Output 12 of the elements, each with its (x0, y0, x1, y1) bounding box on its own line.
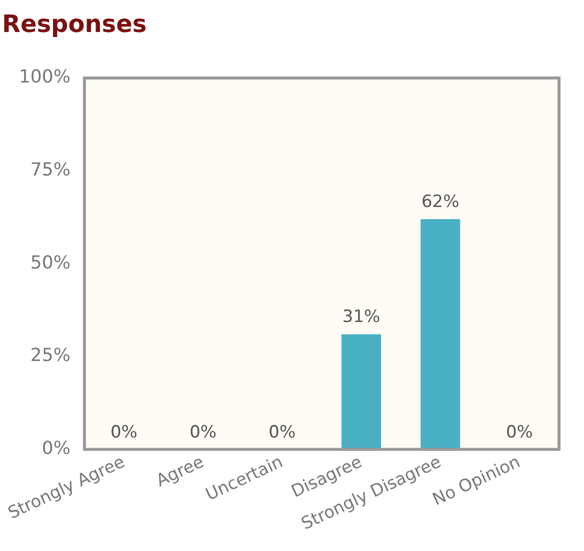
data-label: 0% (110, 422, 138, 442)
data-label: 0% (506, 422, 533, 442)
chart-title: Responses (2, 10, 148, 38)
y-tick-label: 75% (30, 160, 70, 181)
y-tick-label: 25% (30, 345, 70, 366)
y-tick-label: 100% (18, 66, 70, 88)
data-label: 0% (268, 422, 296, 442)
y-tick-label: 50% (30, 252, 70, 274)
data-label: 31% (342, 307, 380, 328)
data-label: 0% (190, 422, 217, 442)
data-label: 62% (421, 192, 460, 212)
y-tick-label: 0% (42, 438, 70, 460)
